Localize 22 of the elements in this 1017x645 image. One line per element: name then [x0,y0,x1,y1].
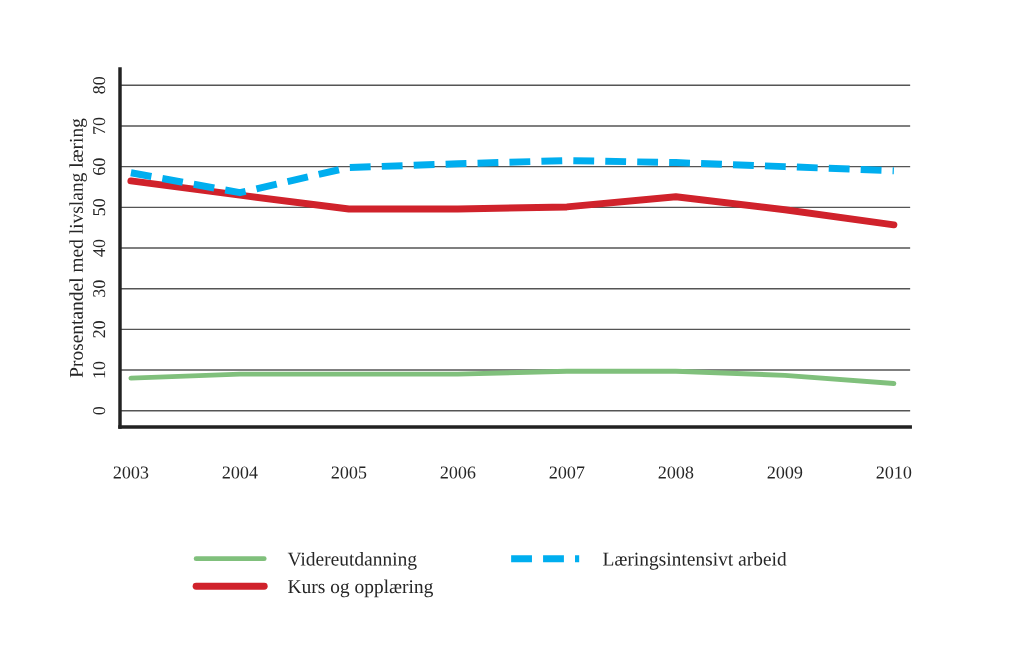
y-tick-label: 70 [93,117,106,134]
legend-label: Videreutdanning [287,552,417,570]
legend-label: Kurs og opplæring [288,579,433,598]
y-tick-label: 80 [93,76,106,94]
x-tick-label: 2004 [222,466,258,479]
legend-label: Læringsintensivt arbeid [603,552,787,570]
y-tick-label: 20 [93,321,106,338]
x-tick-label: 2007 [549,466,585,479]
y-tick-label: 60 [93,158,106,175]
x-tick-label: 2005 [331,466,367,479]
y-tick-label: 30 [93,280,106,297]
y-tick-label: 0 [93,406,106,415]
x-tick-label: 2003 [113,466,149,479]
y-tick-label: 50 [93,198,106,216]
x-tick-label: 2010 [876,466,912,479]
x-tick-label: 2008 [658,466,694,479]
x-tick-label: 2006 [440,466,476,479]
y-axis-title: Prosentandel med livslang læring [69,118,87,378]
y-tick-label: 10 [93,361,106,378]
line-series [128,368,897,386]
x-tick-label: 2009 [767,466,803,479]
y-tick-label: 40 [93,239,106,257]
